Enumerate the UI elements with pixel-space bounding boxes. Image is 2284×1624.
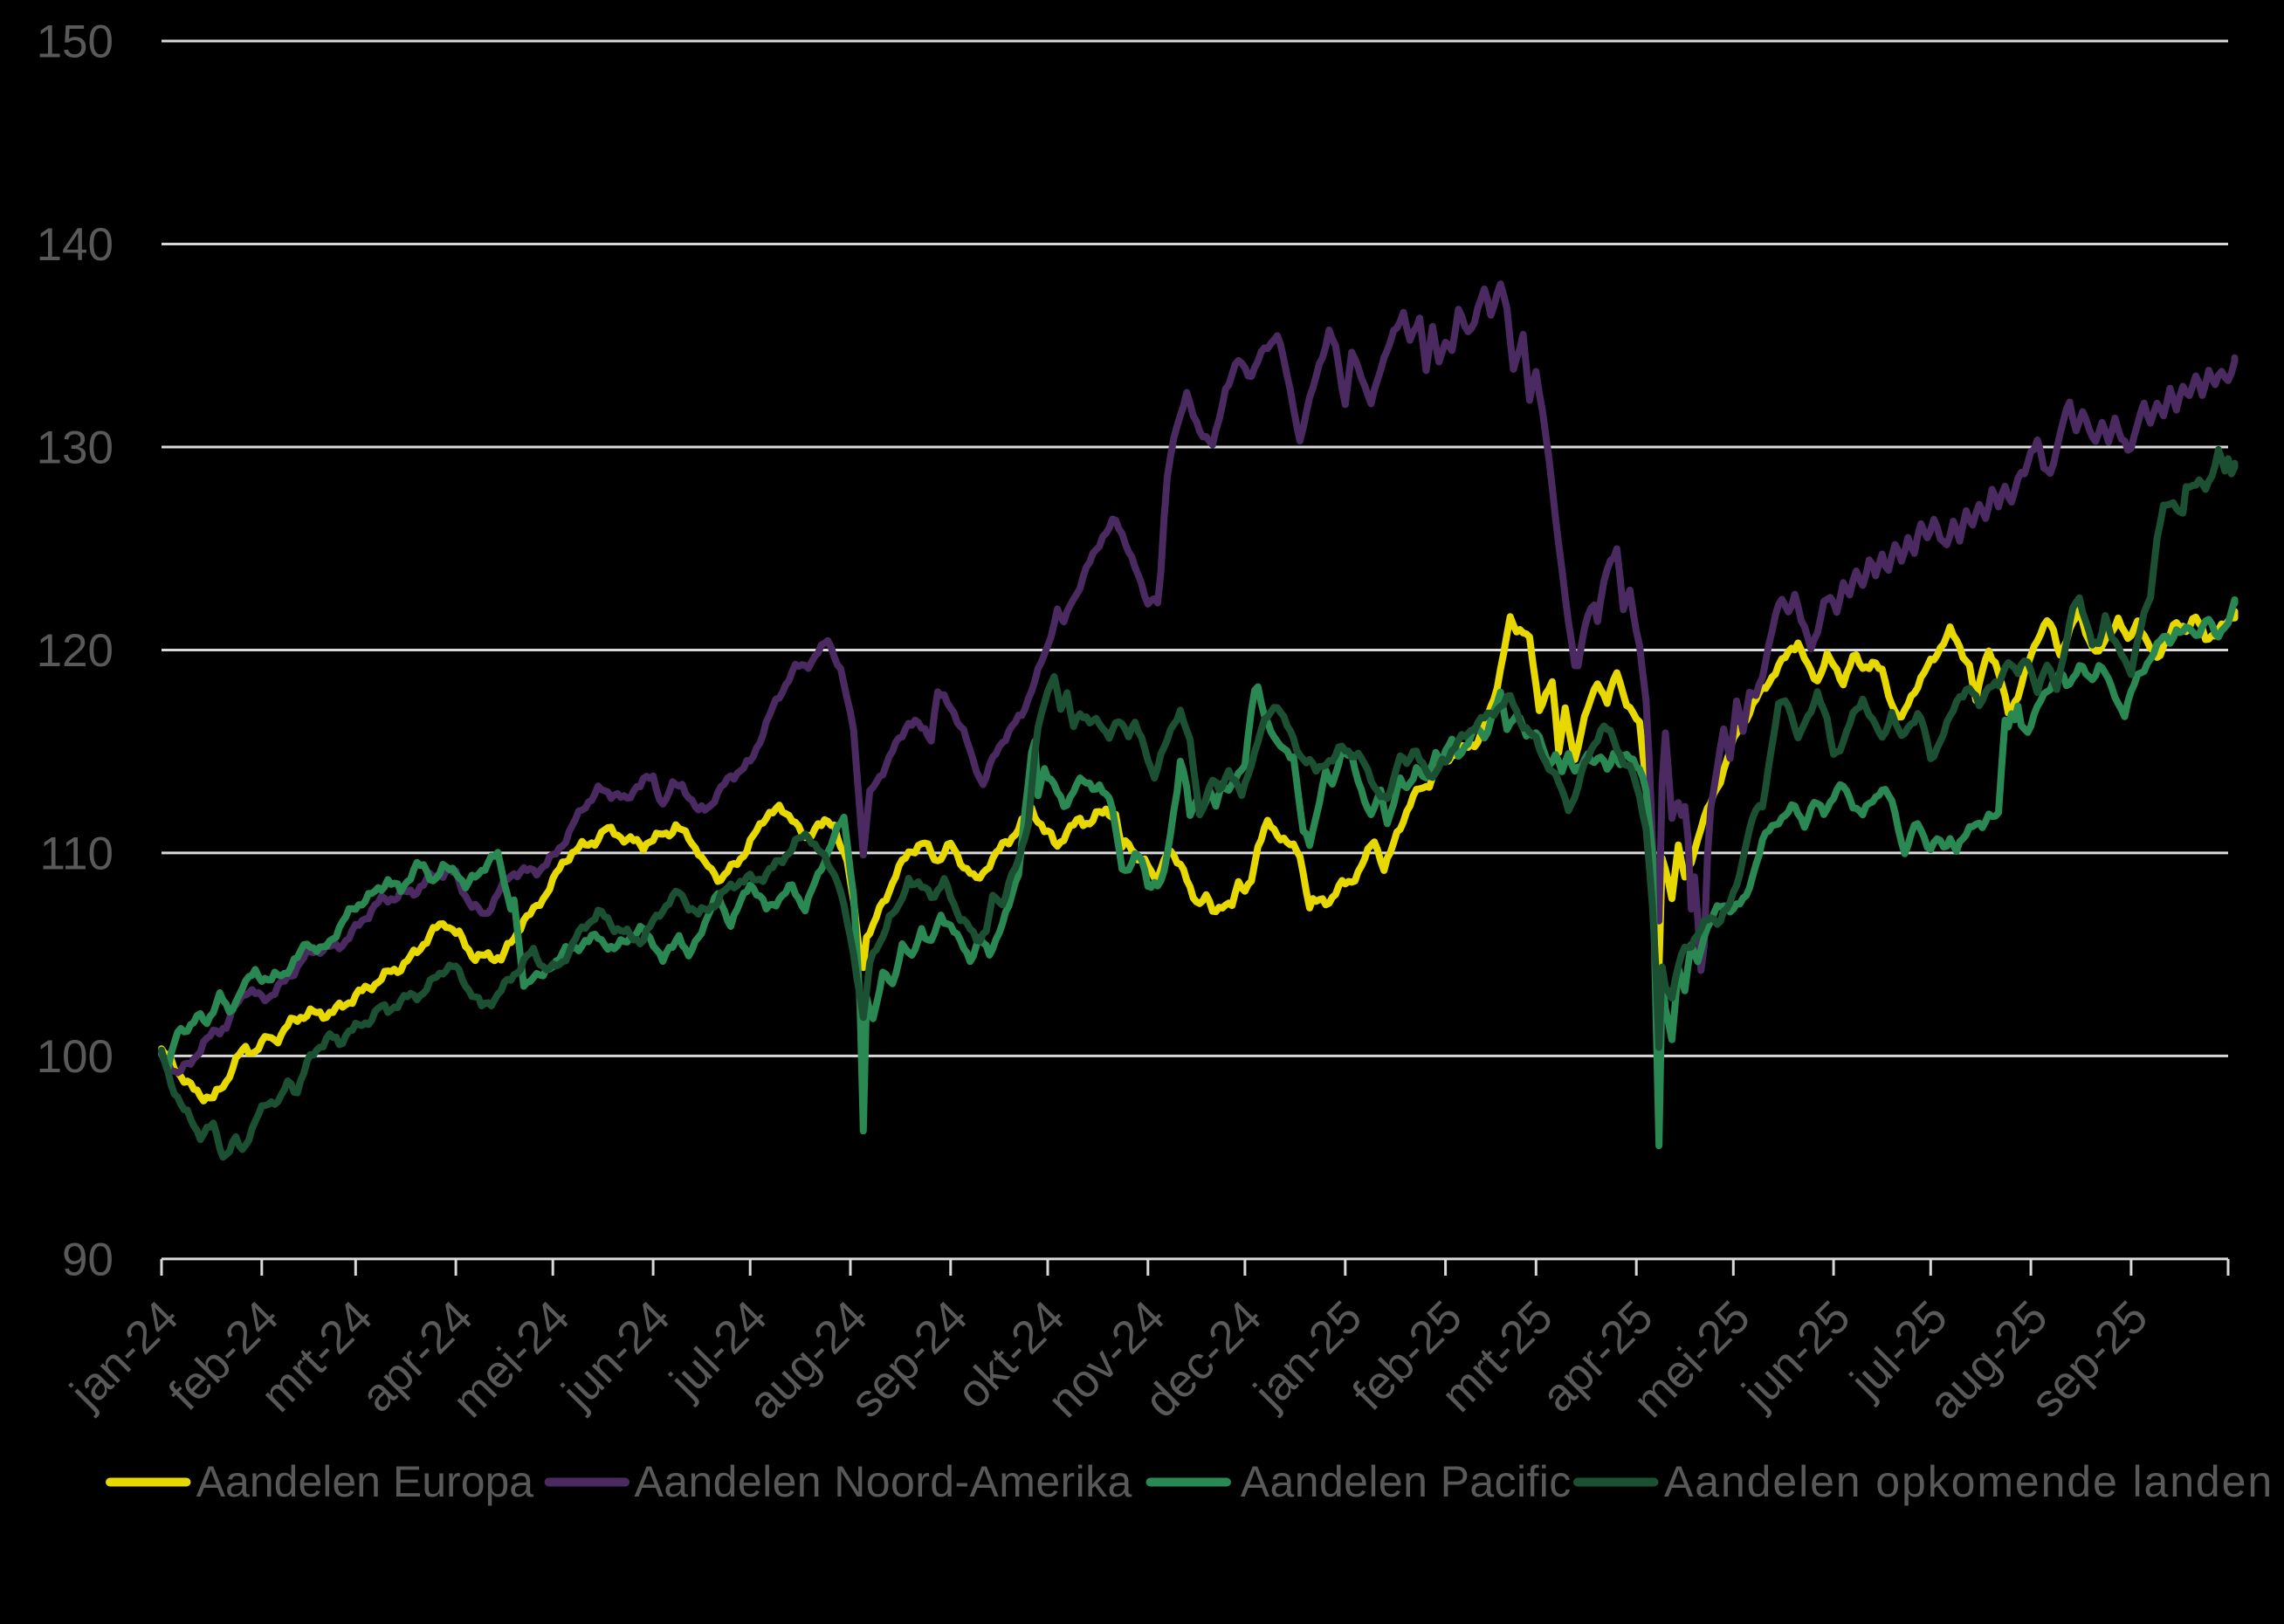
svg-text:Aandelen Europa: Aandelen Europa bbox=[196, 1457, 534, 1506]
svg-text:90: 90 bbox=[62, 1234, 114, 1285]
svg-text:120: 120 bbox=[37, 625, 114, 677]
svg-text:Aandelen Noord-Amerika: Aandelen Noord-Amerika bbox=[635, 1457, 1132, 1506]
svg-text:100: 100 bbox=[37, 1031, 114, 1083]
svg-text:Aandelen Pacific: Aandelen Pacific bbox=[1241, 1457, 1572, 1506]
svg-text:130: 130 bbox=[37, 423, 114, 474]
svg-text:Aandelen opkomende landen: Aandelen opkomende landen bbox=[1664, 1457, 2274, 1506]
svg-text:140: 140 bbox=[37, 219, 114, 271]
svg-text:110: 110 bbox=[40, 828, 114, 879]
svg-text:150: 150 bbox=[37, 17, 114, 68]
